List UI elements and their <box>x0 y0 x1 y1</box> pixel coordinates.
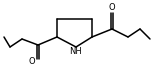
Text: O: O <box>29 56 35 66</box>
Text: NH: NH <box>70 48 82 56</box>
Text: O: O <box>109 3 115 13</box>
